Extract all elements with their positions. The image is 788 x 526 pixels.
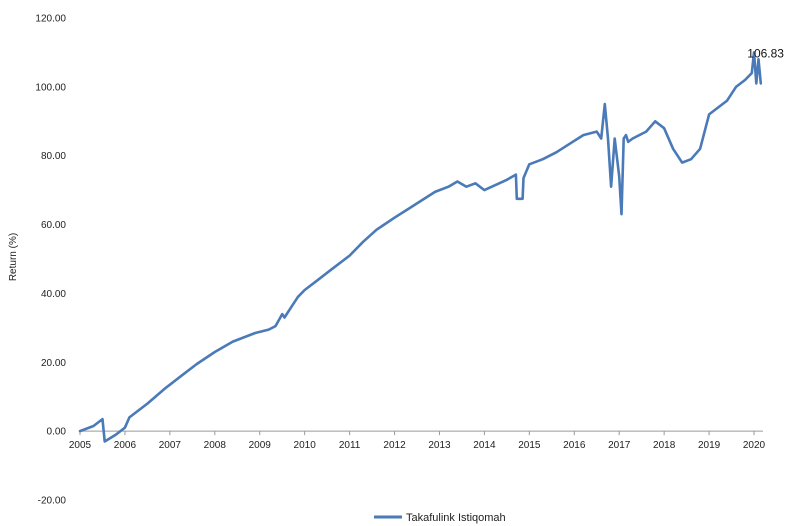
- x-tick-label: 2006: [114, 440, 137, 451]
- legend-label: Takafulink Istiqomah: [406, 512, 506, 524]
- x-tick-label: 2007: [159, 440, 182, 451]
- x-tick-label: 2020: [743, 440, 766, 451]
- x-tick-label: 2015: [518, 440, 541, 451]
- y-tick-label: 100.00: [35, 82, 66, 93]
- x-tick-label: 2016: [563, 440, 586, 451]
- x-tick-label: 2018: [653, 440, 676, 451]
- y-tick-label: 20.00: [41, 358, 66, 369]
- y-tick-label: 40.00: [41, 289, 66, 300]
- x-tick-label: 2009: [249, 440, 272, 451]
- end-value-label: 106.83: [747, 46, 784, 60]
- y-tick-label: 0.00: [47, 427, 67, 438]
- x-tick-label: 2019: [698, 440, 721, 451]
- x-tick-label: 2011: [339, 440, 361, 451]
- x-tick-label: 2005: [69, 440, 92, 451]
- y-tick-label: 120.00: [35, 14, 66, 25]
- y-axis-title: Return (%): [8, 233, 19, 281]
- series-line-takafulink-istiqomah: [78, 51, 763, 443]
- x-axis-tick-labels: 2005 2006 2007 2008 2009 2010 2011 2012 2013 2014…: [69, 440, 766, 451]
- y-axis-tick-labels: 120.00 100.00 80.00 60.00 40.00 20.00 0.00 -20.…: [35, 14, 66, 507]
- y-tick-label: 60.00: [41, 220, 66, 231]
- x-tick-label: 2013: [428, 440, 451, 451]
- x-tick-label: 2010: [294, 440, 317, 451]
- x-tick-label: 2008: [204, 440, 227, 451]
- x-tick-label: 2017: [608, 440, 631, 451]
- legend: Takafulink Istiqomah: [374, 512, 506, 524]
- x-tick-label: 2012: [383, 440, 406, 451]
- y-tick-label: -20.00: [38, 496, 67, 507]
- x-axis: [79, 430, 763, 436]
- x-tick-label: 2014: [473, 440, 496, 451]
- y-tick-label: 80.00: [41, 151, 66, 162]
